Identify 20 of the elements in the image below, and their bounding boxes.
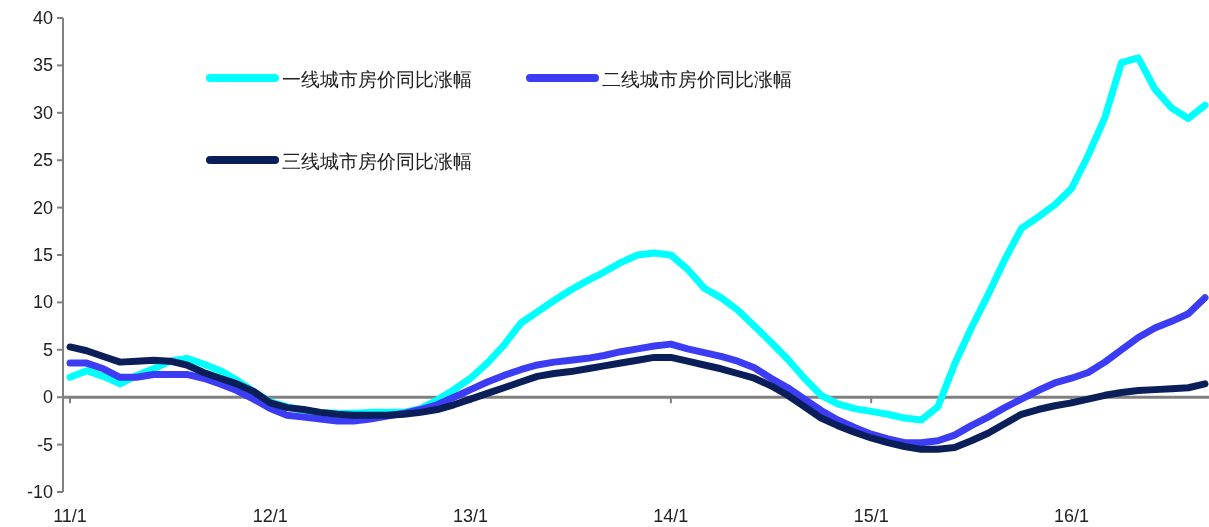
y-tick-label: 20: [32, 197, 53, 218]
y-tick-label: 15: [32, 245, 53, 265]
y-tick-label: 40: [32, 8, 53, 28]
y-tick-label: 35: [32, 55, 53, 76]
y-tick-label: 30: [32, 102, 53, 123]
legend-label: 二线城市房价同比涨幅: [602, 68, 792, 90]
x-tick-label: 16/1: [1053, 506, 1089, 526]
y-tick-label: -10: [26, 482, 53, 502]
x-tick-label: 15/1: [853, 506, 889, 526]
y-tick-label: 10: [32, 292, 53, 313]
x-tick-label: 14/1: [653, 506, 689, 526]
y-tick-label: 25: [32, 150, 53, 171]
x-tick-label: 13/1: [453, 506, 489, 526]
x-tick-label: 11/1: [53, 506, 87, 526]
legend-label: 一线城市房价同比涨幅: [282, 68, 472, 90]
x-tick-label: 12/1: [252, 506, 288, 526]
legend-label: 三线城市房价同比涨幅: [282, 150, 472, 172]
y-tick-label: -5: [36, 434, 53, 455]
y-tick-label: 5: [42, 339, 53, 360]
y-tick-label: 0: [42, 387, 53, 408]
